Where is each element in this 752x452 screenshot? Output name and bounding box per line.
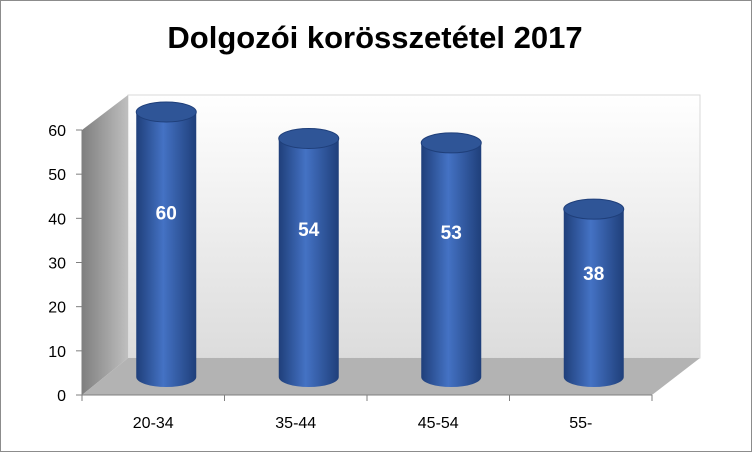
- y-tick-label: 10: [48, 344, 66, 361]
- data-label: 38: [583, 264, 604, 285]
- bar-body: [136, 112, 197, 387]
- y-tick-label: 30: [48, 256, 66, 273]
- side-wall: [82, 95, 128, 395]
- bar-cylinder: 38: [563, 198, 625, 387]
- bar-cylinder: 53: [420, 132, 482, 387]
- data-label: 54: [298, 220, 320, 241]
- bar-body: [563, 209, 624, 387]
- bar-cylinder: 54: [278, 128, 340, 387]
- bar-top: [135, 101, 197, 123]
- y-tick-label: 20: [48, 300, 66, 317]
- x-tick-label: 45-54: [418, 415, 459, 432]
- y-tick-label: 40: [48, 211, 66, 228]
- bar-body: [421, 142, 482, 387]
- bar-body: [278, 138, 339, 387]
- bar-top: [420, 132, 482, 154]
- bar-top: [563, 198, 625, 220]
- x-tick-label: 55-: [569, 415, 592, 432]
- bar-top: [278, 128, 340, 149]
- x-tick-label: 20-34: [133, 415, 174, 432]
- bar-cylinder: 60: [135, 101, 197, 387]
- y-tick-label: 50: [48, 167, 66, 184]
- floor: [82, 358, 700, 395]
- y-tick-label: 60: [48, 123, 66, 140]
- chart-title: Dolgozói korösszetétel 2017: [167, 20, 583, 55]
- data-label: 60: [156, 204, 177, 225]
- y-tick-label: 0: [57, 388, 66, 405]
- x-tick-label: 35-44: [275, 415, 316, 432]
- data-label: 53: [441, 223, 462, 244]
